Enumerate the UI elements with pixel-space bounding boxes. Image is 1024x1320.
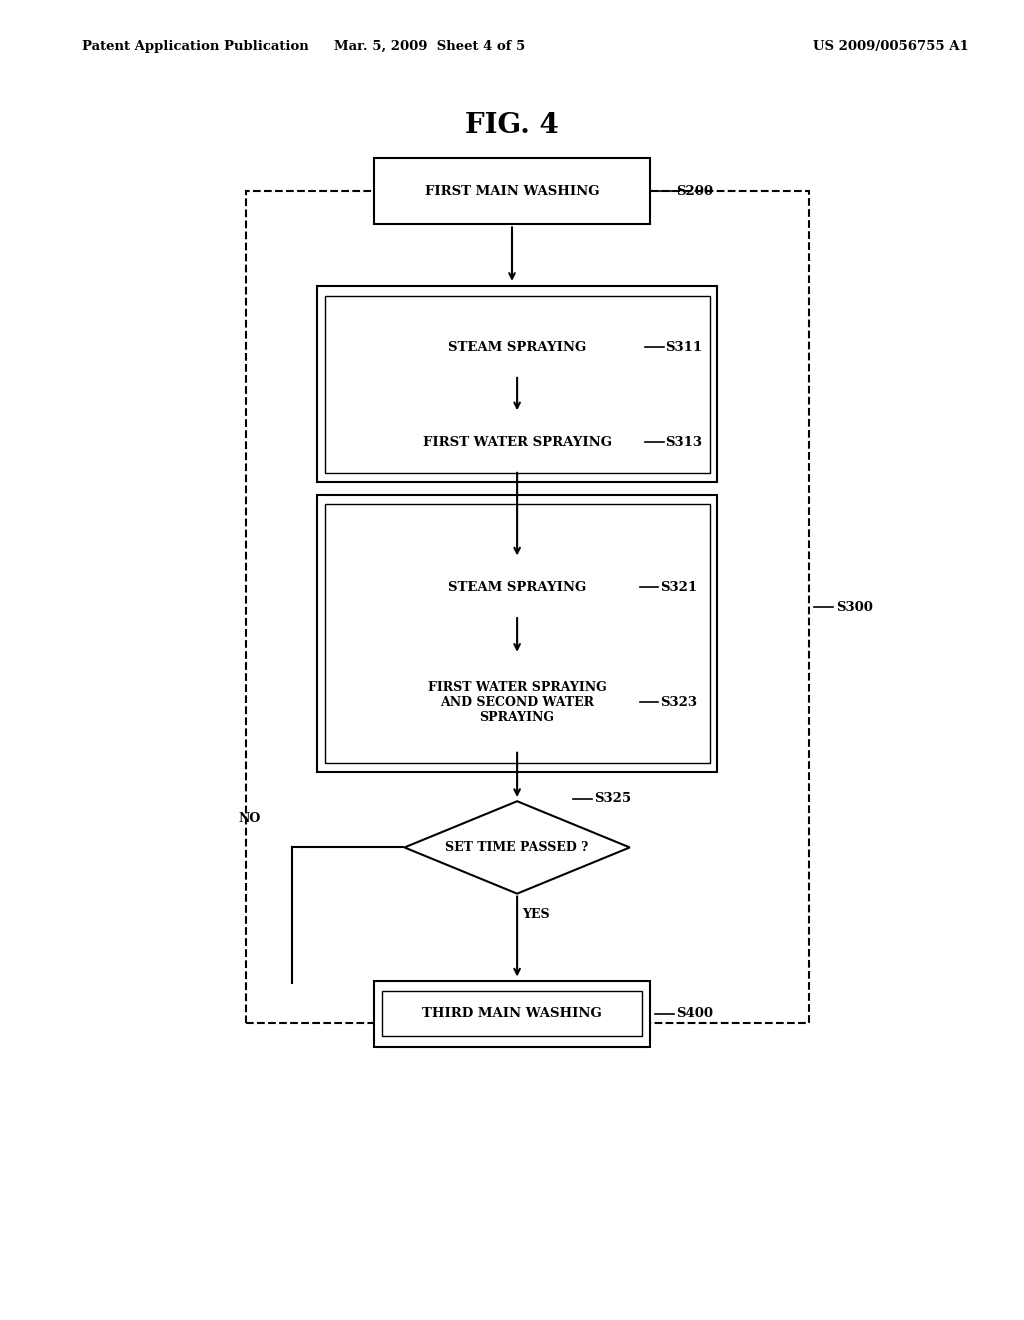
FancyBboxPatch shape [374, 158, 650, 224]
FancyBboxPatch shape [404, 319, 630, 375]
Text: S321: S321 [660, 581, 697, 594]
Text: S323: S323 [660, 696, 697, 709]
Text: YES: YES [522, 908, 550, 921]
Text: SET TIME PASSED ?: SET TIME PASSED ? [445, 841, 589, 854]
Text: NO: NO [239, 812, 261, 825]
Text: S311: S311 [666, 341, 702, 354]
FancyBboxPatch shape [325, 296, 710, 473]
Text: FIRST WATER SPRAYING: FIRST WATER SPRAYING [423, 436, 611, 449]
Text: FIRST WATER SPRAYING
AND SECOND WATER
SPRAYING: FIRST WATER SPRAYING AND SECOND WATER SP… [428, 681, 606, 723]
FancyBboxPatch shape [404, 414, 630, 470]
FancyBboxPatch shape [325, 504, 710, 763]
FancyBboxPatch shape [410, 560, 625, 615]
FancyBboxPatch shape [317, 495, 717, 772]
Text: S200: S200 [676, 185, 713, 198]
Text: S325: S325 [594, 792, 631, 805]
FancyBboxPatch shape [382, 991, 642, 1036]
Text: FIRST MAIN WASHING: FIRST MAIN WASHING [425, 185, 599, 198]
FancyBboxPatch shape [374, 981, 650, 1047]
Text: S313: S313 [666, 436, 702, 449]
Text: S300: S300 [837, 601, 873, 614]
Text: S400: S400 [676, 1007, 713, 1020]
Polygon shape [404, 801, 630, 894]
FancyBboxPatch shape [317, 286, 717, 482]
Text: US 2009/0056755 A1: US 2009/0056755 A1 [813, 40, 969, 53]
Text: Mar. 5, 2009  Sheet 4 of 5: Mar. 5, 2009 Sheet 4 of 5 [335, 40, 525, 53]
Text: STEAM SPRAYING: STEAM SPRAYING [447, 341, 587, 354]
Text: THIRD MAIN WASHING: THIRD MAIN WASHING [422, 1007, 602, 1020]
FancyBboxPatch shape [410, 656, 625, 748]
Text: Patent Application Publication: Patent Application Publication [82, 40, 308, 53]
Text: FIG. 4: FIG. 4 [465, 112, 559, 139]
Text: STEAM SPRAYING: STEAM SPRAYING [447, 581, 587, 594]
